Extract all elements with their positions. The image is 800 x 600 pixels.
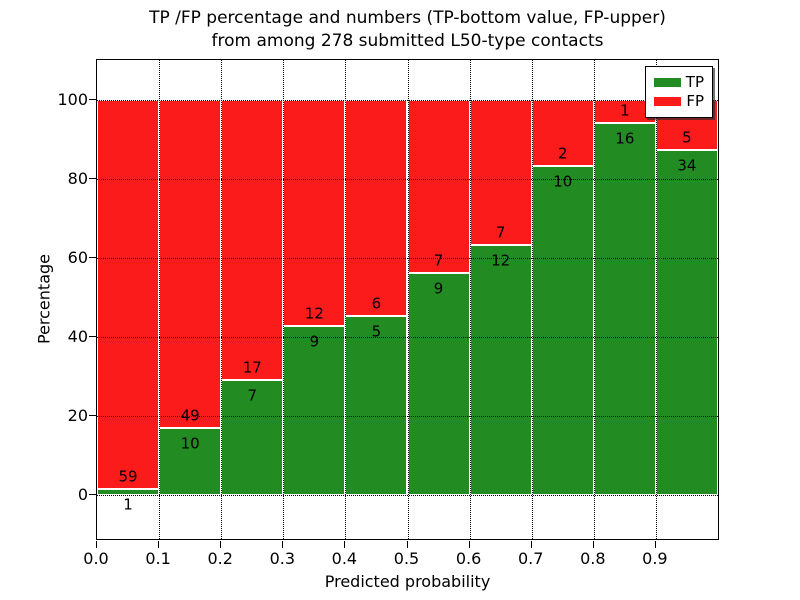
bar-segment-tp	[221, 379, 284, 496]
gridline-vertical	[531, 60, 533, 539]
y-tick-mark	[89, 256, 96, 258]
fp-count-label: 5	[682, 128, 692, 147]
plot-area: TP FP 59 1 49 10 17 7 12 9 6 5 7 9 7 12 2 10 1 16 5 34	[96, 59, 719, 540]
y-tick-mark	[89, 336, 96, 338]
bar-segment-tp	[407, 272, 470, 496]
y-tick-label: 100	[57, 89, 88, 109]
y-tick-mark	[89, 98, 96, 100]
x-tick-mark	[344, 541, 346, 548]
y-tick-label: 60	[67, 247, 88, 267]
fp-count-label: 59	[118, 467, 138, 486]
x-tick-mark	[592, 541, 594, 548]
tp-count-label: 9	[433, 279, 444, 298]
gridline-vertical	[345, 60, 347, 539]
x-tick-label: 0.0	[83, 549, 109, 568]
gridline-vertical	[221, 60, 223, 539]
gridline-horizontal	[97, 416, 718, 418]
bar-segment-tp	[531, 165, 594, 496]
legend: TP FP	[645, 66, 713, 118]
x-tick-mark	[282, 541, 284, 548]
gridline-horizontal	[97, 337, 718, 339]
x-tick-label: 0.8	[580, 549, 606, 568]
fp-count-label: 17	[242, 358, 262, 377]
fp-count-label: 49	[180, 406, 200, 425]
chart-title: TP /FP percentage and numbers (TP-bottom…	[96, 7, 719, 53]
x-tick-mark	[220, 541, 222, 548]
gridline-horizontal	[97, 495, 718, 497]
x-tick-label: 0.3	[269, 549, 296, 568]
tp-count-label: 10	[553, 172, 573, 191]
legend-entry-fp: FP	[654, 92, 704, 111]
x-tick-label: 0.6	[455, 549, 482, 568]
gridline-vertical	[283, 60, 285, 539]
gridline-vertical	[159, 60, 161, 539]
gridline-vertical	[407, 60, 409, 539]
bar-segment-tp	[283, 325, 346, 496]
x-tick-label: 0.1	[145, 549, 171, 568]
bar-segment-tp	[159, 428, 222, 496]
y-tick-label: 80	[67, 168, 88, 188]
fp-swatch-icon	[654, 97, 681, 106]
x-tick-mark	[96, 541, 97, 548]
x-tick-label: 0.9	[642, 549, 668, 568]
bar-segment-tp	[345, 315, 408, 496]
bar-segment-tp	[655, 150, 718, 496]
y-tick-label: 20	[67, 406, 88, 426]
x-tick-label: 0.7	[517, 549, 544, 568]
x-tick-label: 0.2	[207, 549, 233, 568]
y-tick-mark	[89, 494, 96, 496]
y-tick-mark	[89, 177, 96, 179]
gridline-horizontal	[97, 99, 718, 101]
legend-label-tp: TP	[685, 73, 704, 91]
x-tick-mark	[468, 541, 470, 548]
x-axis-label: Predicted probability	[324, 572, 491, 591]
tp-count-label: 7	[247, 386, 258, 405]
fp-count-label: 7	[433, 251, 444, 270]
tp-count-label: 5	[371, 322, 382, 341]
bar-segment-fp	[283, 99, 346, 326]
gridline-horizontal	[97, 178, 718, 180]
x-tick-mark	[158, 541, 160, 548]
legend-entry-tp: TP	[654, 73, 704, 92]
fp-count-label: 6	[371, 294, 382, 313]
x-tick-label: 0.4	[331, 549, 358, 568]
tp-count-label: 9	[309, 332, 320, 351]
tp-count-label: 10	[180, 434, 200, 453]
bar-segment-fp	[159, 99, 222, 429]
bar-segment-fp	[345, 99, 408, 316]
tp-count-label: 12	[491, 251, 511, 270]
fp-count-label: 1	[620, 101, 630, 120]
bar-segment-fp	[407, 99, 470, 273]
y-tick-mark	[89, 415, 96, 417]
x-tick-mark	[406, 541, 408, 548]
x-tick-label: 0.5	[393, 549, 420, 568]
tp-swatch-icon	[654, 78, 681, 87]
bar-segment-fp	[469, 99, 532, 246]
gridline-horizontal	[97, 257, 718, 259]
chart-title-line2: from among 278 submitted L50-type contac…	[211, 31, 604, 51]
gridline-vertical	[469, 60, 471, 539]
x-tick-mark	[530, 541, 532, 548]
x-tick-mark	[654, 541, 656, 548]
y-tick-label: 0	[77, 485, 88, 505]
chart-title-line1: TP /FP percentage and numbers (TP-bottom…	[149, 8, 666, 28]
y-tick-label: 40	[67, 327, 88, 347]
fp-count-label: 12	[304, 304, 324, 323]
fp-count-label: 2	[557, 144, 568, 163]
bar-segment-tp	[97, 488, 160, 496]
bar-segment-tp	[469, 245, 532, 496]
gridline-vertical	[655, 60, 657, 539]
bar-segment-fp	[97, 99, 160, 489]
tp-count-label: 1	[123, 495, 133, 514]
gridline-vertical	[593, 60, 595, 539]
fp-count-label: 7	[495, 223, 506, 242]
tp-count-label: 34	[677, 156, 697, 175]
tp-count-label: 16	[615, 129, 635, 148]
legend-label-fp: FP	[686, 92, 704, 110]
